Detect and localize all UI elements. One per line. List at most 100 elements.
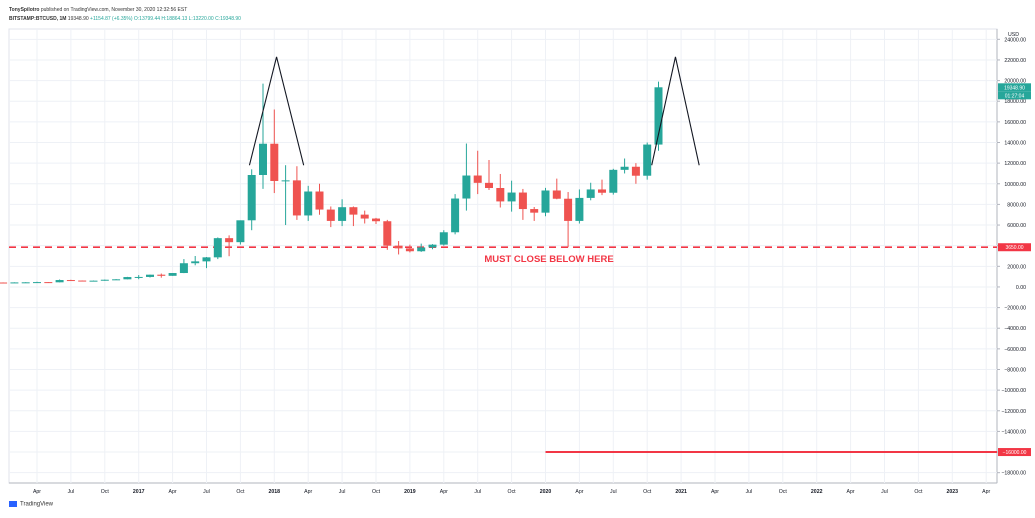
- x-tick-label: 2023: [947, 489, 959, 495]
- author-name[interactable]: TonySpilotro: [9, 7, 40, 13]
- x-tick-label: Apr: [847, 489, 855, 495]
- x-tick-label: Oct: [372, 489, 381, 495]
- candle-body: [598, 189, 606, 193]
- dashed-level-tag-bg: [998, 243, 1031, 252]
- candle-body: [417, 247, 426, 252]
- candle-body: [123, 277, 132, 280]
- last-price: 19348.90: [67, 16, 89, 22]
- x-tick-label: Oct: [236, 489, 245, 495]
- candle-body: [213, 238, 222, 258]
- candle-body: [225, 238, 234, 243]
- x-tick-label: Apr: [304, 489, 312, 495]
- x-tick-label: Apr: [982, 489, 990, 495]
- candle-body: [383, 221, 392, 246]
- y-tick-label: −2000.00: [1004, 306, 1026, 312]
- y-tick-label: 12000.00: [1004, 161, 1026, 167]
- y-tick-label: 2000.00: [1007, 264, 1026, 270]
- candle-body: [281, 180, 290, 182]
- candle-body: [179, 263, 188, 274]
- x-tick-label: Apr: [169, 489, 177, 495]
- candle-body: [0, 282, 8, 284]
- candle-body: [473, 175, 482, 183]
- x-tick-label: Jul: [610, 489, 617, 495]
- y-tick-label: 8000.00: [1007, 202, 1026, 208]
- candle-body: [100, 279, 109, 281]
- candle-body: [202, 257, 211, 262]
- x-tick-label: 2018: [269, 489, 281, 495]
- candle-body: [270, 143, 279, 181]
- x-tick-label: Oct: [508, 489, 517, 495]
- candle-body: [55, 280, 64, 283]
- last-price-tag-bg: [998, 83, 1031, 92]
- candle-body: [541, 190, 550, 213]
- candle-body: [157, 274, 166, 276]
- x-tick-label: Apr: [711, 489, 719, 495]
- annotation-text: MUST CLOSE BELOW HERE: [484, 254, 613, 265]
- candle-body: [315, 191, 324, 210]
- x-tick-label: Oct: [101, 489, 110, 495]
- x-tick-label: 2017: [133, 489, 145, 495]
- candle-body: [10, 282, 19, 284]
- x-tick-label: Jul: [881, 489, 888, 495]
- x-tick-label: 2019: [404, 489, 416, 495]
- candle-body: [643, 144, 652, 176]
- x-tick-label: 2020: [540, 489, 552, 495]
- x-tick-label: Jul: [203, 489, 210, 495]
- candle-body: [654, 87, 663, 145]
- candle-body: [304, 191, 313, 216]
- candle-body: [168, 273, 177, 276]
- ohlc-values: O:13799.44 H:18864.13 L:13220.00 C:19348…: [133, 16, 241, 22]
- y-tick-label: 20000.00: [1004, 79, 1026, 85]
- y-tick-label: 18000.00: [1004, 99, 1026, 105]
- y-tick-label: 16000.00: [1004, 120, 1026, 126]
- x-tick-label: Jul: [339, 489, 346, 495]
- x-tick-label: Apr: [33, 489, 41, 495]
- last-price-tag: 19348.90: [1004, 85, 1025, 91]
- peak-trendline: [248, 56, 305, 166]
- y-tick-label: −14000.00: [1001, 429, 1026, 435]
- y-tick-label: −12000.00: [1001, 409, 1026, 415]
- candle-body: [372, 218, 380, 222]
- plot-area: [8, 28, 998, 484]
- price-change: +1154.87 (+6.35%): [90, 16, 133, 22]
- candle-body: [44, 282, 53, 284]
- publish-info: published on TradingView.com, November 3…: [40, 7, 188, 13]
- dashed-level-tag: 3650.00: [1005, 245, 1023, 251]
- timer-tag-bg: [998, 91, 1031, 100]
- candle-body: [191, 261, 200, 264]
- y-tick-label: −18000.00: [1001, 471, 1026, 477]
- timer-tag: 01:27:04: [1005, 93, 1025, 99]
- x-tick-label: Jul: [746, 489, 753, 495]
- candle-body: [134, 276, 143, 278]
- x-tick-label: Jul: [68, 489, 75, 495]
- candle-body: [428, 244, 437, 248]
- candle-body: [496, 188, 505, 202]
- candle-body: [394, 245, 403, 249]
- candle-body: [620, 166, 629, 170]
- target-level-tag: −16000.00: [1003, 450, 1027, 456]
- candle-body: [236, 220, 245, 243]
- candle-body: [146, 274, 154, 277]
- candle-body: [360, 214, 369, 219]
- symbol-line: BITSTAMP:BTCUSD, 1M 19348.90 +1154.87 (+…: [9, 16, 241, 22]
- x-tick-label: Apr: [575, 489, 583, 495]
- symbol-name: BITSTAMP:BTCUSD, 1M: [9, 16, 67, 22]
- x-tick-label: 2021: [675, 489, 687, 495]
- y-tick-label: −4000.00: [1004, 326, 1026, 332]
- candle-body: [292, 180, 301, 216]
- y-tick-label: 24000.00: [1004, 37, 1026, 43]
- candle-body: [247, 175, 256, 221]
- x-tick-label: Oct: [779, 489, 788, 495]
- tradingview-logo-icon: [9, 501, 17, 507]
- y-tick-label: 6000.00: [1007, 223, 1026, 229]
- y-tick-label: −8000.00: [1004, 368, 1026, 374]
- x-tick-label: Oct: [643, 489, 652, 495]
- candle-body: [462, 175, 471, 199]
- candle-body: [259, 143, 267, 176]
- candle-body: [507, 192, 516, 202]
- candle-body: [609, 169, 618, 193]
- peak-trendline: [651, 56, 700, 166]
- candle-body: [575, 197, 584, 221]
- candle-body: [78, 280, 87, 282]
